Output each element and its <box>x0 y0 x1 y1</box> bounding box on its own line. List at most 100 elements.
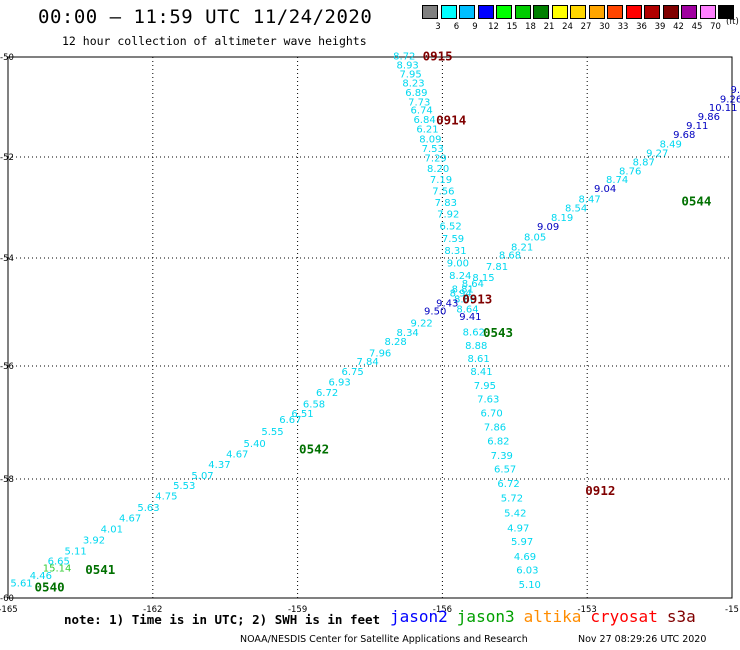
legend-swatch <box>644 5 660 19</box>
satellite-legend: jason2 jason3 altika cryosat s3a <box>390 607 705 626</box>
legend-label: 42 <box>673 22 684 32</box>
axis-labels: -165 -162 -159 -156 -153 -15 -50 -52 -54 -56 -58 -6… <box>0 53 739 615</box>
wave-height-value: 5.53 <box>173 481 195 492</box>
wave-height-value: 8.21 <box>511 242 533 253</box>
wave-height-value: 9.04 <box>594 184 616 195</box>
wave-height-value: 5.63 <box>137 503 159 514</box>
wave-height-value: 8.62 <box>463 328 485 339</box>
pass-time-label: 0541 <box>85 562 115 577</box>
wave-height-value: 8.87 <box>633 158 655 169</box>
legend-swatch <box>440 5 457 19</box>
wave-height-value: 8.19 <box>551 213 573 224</box>
wave-height-value: 8.34 <box>397 328 419 339</box>
legend-label: 18 <box>525 22 536 32</box>
wave-height-value: 7.92 <box>437 210 459 221</box>
wave-height-value: 8.64 <box>456 304 478 315</box>
wave-height-value: 9.00 <box>447 258 469 269</box>
wave-height-value: 8.15 <box>472 273 494 284</box>
wave-height-value: 6.67 <box>279 415 301 426</box>
satellite-name: altika <box>523 607 582 626</box>
wave-height-value: 8.76 <box>619 167 641 178</box>
wave-height-value: 8.49 <box>660 140 682 151</box>
plot-frame <box>7 56 733 599</box>
pass-time-label: 0540 <box>35 579 65 594</box>
legend-swatch <box>514 5 531 19</box>
wave-height-value: 9.09 <box>537 222 559 233</box>
legend-label: 70 <box>710 22 721 32</box>
legend-swatch <box>588 5 605 19</box>
wave-height-value: 7.29 <box>425 154 447 165</box>
wave-height-value: 6.70 <box>481 408 503 419</box>
legend-swatch <box>533 5 549 19</box>
wave-height-value: 7.95 <box>474 381 496 392</box>
legend-label: 36 <box>636 22 647 32</box>
wave-height-value: 8.81 <box>452 284 474 295</box>
wave-height-value: 9.26 <box>720 95 740 106</box>
wave-height-value: 5.55 <box>261 427 283 438</box>
legend-label: 45 <box>691 22 703 32</box>
wave-height-value: 8.64 <box>462 279 484 290</box>
wave-height-value: 4.01 <box>101 525 123 536</box>
legend-swatch <box>422 5 438 19</box>
wave-height-value: 8.31 <box>444 246 466 257</box>
wave-height-value: 10.11 <box>709 103 738 114</box>
x-tick-label: -153 <box>578 605 597 615</box>
legend-swatch <box>459 5 475 19</box>
x-tick-label: -162 <box>143 605 162 615</box>
wave-height-value: 8.47 <box>579 194 601 205</box>
wave-height-value: 8.68 <box>499 250 521 261</box>
wave-height-value: 7.63 <box>477 394 499 405</box>
legend-swatch <box>551 5 568 19</box>
wave-height-value: 7.86 <box>484 423 506 434</box>
legend-swatch <box>718 5 734 19</box>
wave-height-value: 6.93 <box>328 377 350 388</box>
wave-height-value: 7.96 <box>369 349 391 360</box>
wave-height-value: 9.41 <box>459 312 481 323</box>
wave-height-value: 7.56 <box>432 186 454 197</box>
x-tick-label: -159 <box>288 605 307 615</box>
pass-time-label: 0543 <box>483 325 513 340</box>
wave-height-value: 6.51 <box>291 409 313 420</box>
wave-height-value: 8.41 <box>470 367 492 378</box>
pass-labels: 0915 0914 0913 0912 0544 0543 0542 0541 0540 <box>35 49 712 595</box>
pass-time-label: 0915 <box>423 49 453 64</box>
units-note: note: 1) Time is in UTC; 2) SWH is in fe… <box>64 612 381 627</box>
wave-height-value: 8.54 <box>565 204 587 215</box>
wave-height-value: 8.23 <box>402 79 424 90</box>
wave-height-value: 7.53 <box>422 144 444 155</box>
wave-height-value: 4.67 <box>226 450 248 461</box>
legend-unit: (ft) <box>726 17 739 27</box>
wave-height-value: 6.65 <box>48 557 70 568</box>
wave-height-value: 9.43 <box>436 298 458 309</box>
map-subtitle: 12 hour collection of altimeter wave hei… <box>62 34 367 48</box>
wave-height-value: 8.20 <box>427 164 449 175</box>
wave-height-value: 8.09 <box>419 135 441 146</box>
footer-timestamp: Nov 27 08:29:26 UTC 2020 <box>578 634 707 645</box>
y-tick-label: -58 <box>0 475 14 485</box>
legend-label: 9 <box>472 22 478 32</box>
wave-height-value: 9.39 <box>731 85 740 96</box>
wave-height-value: 7.59 <box>442 234 464 245</box>
wave-height-value: 6.72 <box>316 388 338 399</box>
wave-height-value: 6.03 <box>516 566 538 577</box>
legend-swatch <box>625 5 642 19</box>
wave-height-value: 5.40 <box>244 439 266 450</box>
wave-height-value: 4.75 <box>155 491 177 502</box>
legend-swatch <box>477 5 494 19</box>
wave-height-value: 8.66 <box>454 295 476 306</box>
legend-swatch <box>607 5 623 19</box>
wave-height-value: 5.07 <box>191 471 213 482</box>
wave-height-value: 8.28 <box>384 337 406 348</box>
graticule <box>7 56 733 599</box>
wave-height-value: 7.84 <box>356 357 378 368</box>
legend-swatch <box>570 5 586 19</box>
y-tick-label: -60 <box>0 594 14 604</box>
legend-label: 33 <box>617 22 629 32</box>
legend-label: 24 <box>562 22 573 32</box>
wave-height-value: 6.75 <box>342 367 364 378</box>
wave-height-value: 15.14 <box>43 563 72 574</box>
footer-credit: NOAA/NESDIS Center for Satellite Applica… <box>240 634 528 645</box>
wave-height-tracks: 8.728.937.958.236.897.736.746.846.218.09… <box>10 52 740 591</box>
wave-height-value: 4.69 <box>514 552 536 563</box>
y-tick-label: -54 <box>0 254 14 264</box>
